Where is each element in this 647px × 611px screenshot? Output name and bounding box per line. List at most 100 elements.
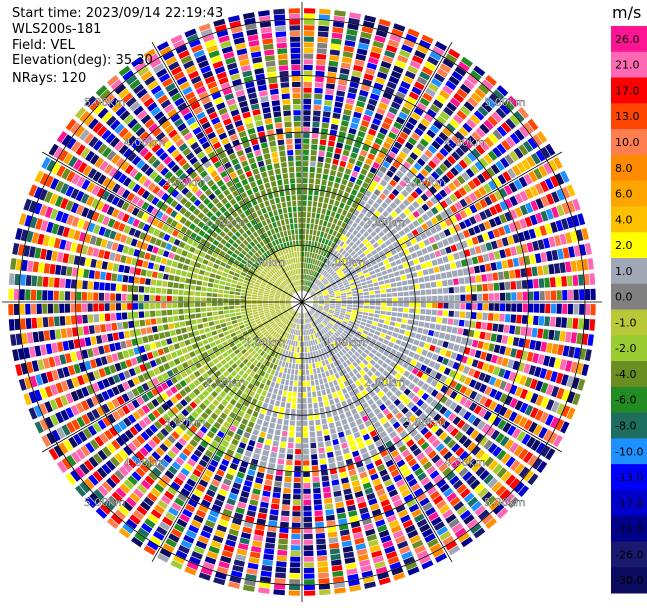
ray-gate: [378, 102, 388, 111]
ray-gate: [265, 312, 271, 316]
ray-gate: [118, 449, 129, 460]
ray-gate: [336, 245, 342, 252]
ray-gate: [397, 86, 409, 95]
ray-gate: [156, 431, 165, 441]
ray-gate: [266, 284, 272, 288]
ray-gate: [376, 488, 386, 497]
ray-gate: [85, 442, 95, 454]
ray-gate: [162, 250, 170, 258]
ray-gate: [341, 442, 348, 449]
ray-gate: [59, 354, 67, 365]
ray-gate: [402, 519, 414, 529]
ray-gate: [166, 226, 174, 235]
ray-gate: [81, 207, 90, 218]
ray-gate: [334, 292, 341, 295]
ray-gate: [454, 212, 463, 222]
ray-gate: [216, 417, 225, 425]
ray-gate: [264, 397, 270, 404]
ray-gate: [305, 234, 309, 240]
ray-gate: [382, 408, 390, 416]
ray-gate: [313, 230, 317, 236]
ray-gate: [232, 482, 242, 490]
ray-gate: [322, 341, 327, 347]
ray-gate: [337, 136, 345, 144]
ray-gate: [91, 382, 100, 393]
ray-gate: [286, 297, 291, 300]
ray-gate: [181, 408, 190, 417]
ray-gate: [426, 302, 432, 308]
ray-gate: [212, 252, 219, 258]
ray-gate: [397, 509, 409, 518]
ray-gate: [106, 240, 114, 250]
ray-gate: [329, 308, 335, 311]
ray-gate: [89, 439, 100, 450]
ray-gate: [387, 39, 400, 48]
ray-gate: [292, 397, 297, 404]
ray-gate: [292, 511, 301, 517]
ray-gate: [379, 285, 386, 290]
ray-gate: [488, 180, 497, 191]
ray-gate: [304, 257, 307, 263]
ray-gate: [296, 358, 299, 364]
ray-gate: [411, 539, 424, 549]
ray-gate: [189, 337, 196, 344]
ray-gate: [359, 369, 366, 376]
ray-gate: [511, 428, 522, 439]
ray-gate: [366, 279, 373, 284]
ray-gate: [514, 400, 524, 411]
ray-gate: [328, 537, 339, 544]
ray-gate: [277, 328, 282, 334]
ray-gate: [370, 260, 377, 266]
ray-gate: [257, 295, 263, 298]
ray-gate: [147, 262, 155, 270]
ray-gate: [173, 315, 179, 322]
ray-gate: [459, 286, 466, 293]
ray-gate: [440, 200, 448, 209]
ray-gate: [284, 344, 288, 350]
ray-gate: [422, 502, 433, 512]
ray-gate: [339, 364, 345, 370]
ray-gate: [472, 177, 482, 187]
ray-gate: [287, 321, 291, 326]
ray-gate: [377, 444, 386, 453]
ray-gate: [409, 534, 421, 544]
ray-gate: [213, 335, 219, 341]
ray-gate: [222, 508, 233, 517]
ray-gate: [435, 167, 444, 176]
ray-gate: [256, 320, 262, 325]
ray-gate: [72, 327, 79, 337]
ray-gate: [307, 335, 310, 341]
ray-gate: [433, 362, 441, 371]
ray-gate: [293, 488, 301, 494]
ray-gate: [347, 463, 355, 471]
ray-gate: [326, 388, 331, 395]
ray-gate: [313, 314, 318, 319]
ray-gate: [178, 452, 188, 461]
ray-gate: [510, 348, 517, 358]
ray-gate: [240, 271, 247, 277]
ray-gate: [359, 186, 366, 194]
ray-gate: [165, 389, 174, 398]
ray-gate: [235, 312, 241, 316]
ray-gate: [323, 220, 328, 227]
ray-gate: [366, 363, 373, 370]
ray-gate: [314, 93, 323, 100]
ray-gate: [284, 312, 289, 316]
ray-gate: [101, 261, 108, 270]
ray-gate: [509, 397, 518, 409]
ray-gate: [86, 397, 95, 409]
ray-gate: [262, 279, 268, 284]
ray-gate: [426, 336, 433, 343]
ray-gate: [464, 276, 471, 284]
ray-gate: [497, 174, 507, 185]
ray-gate: [262, 402, 269, 409]
ray-gate: [195, 291, 201, 296]
ray-gate: [302, 403, 307, 409]
ray-gate: [472, 417, 482, 427]
ray-gate: [349, 81, 359, 89]
ray-gate: [451, 443, 461, 453]
ray-gate: [401, 318, 408, 324]
ray-gate: [212, 302, 218, 307]
ray-gate: [196, 318, 203, 324]
